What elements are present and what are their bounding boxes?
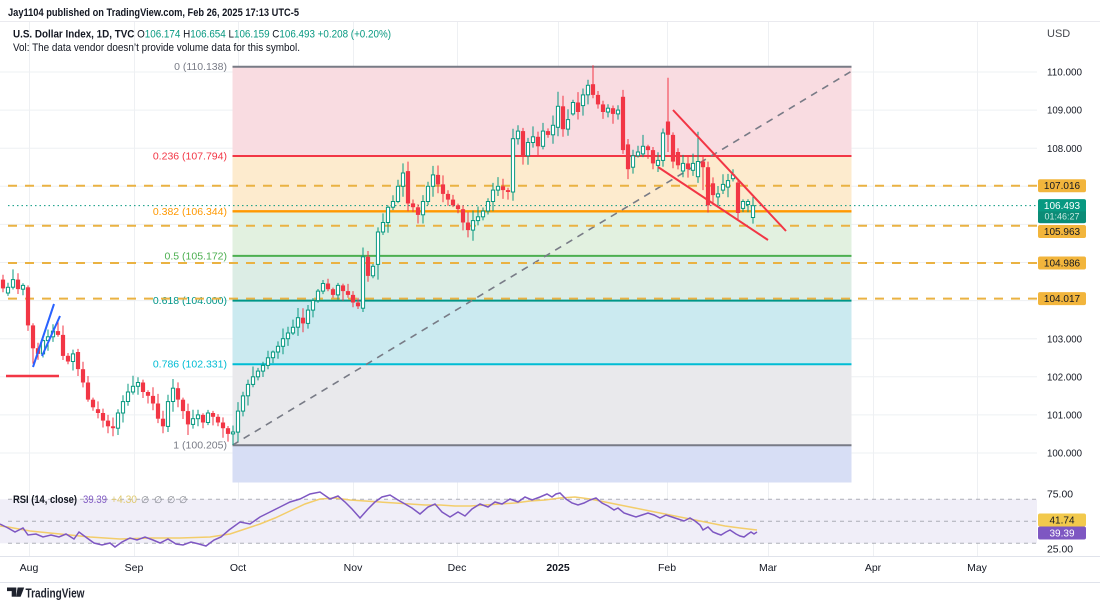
svg-text:∅: ∅ bbox=[179, 495, 187, 506]
svg-text:RSI (14, close): RSI (14, close) bbox=[13, 494, 77, 506]
svg-text:Oct: Oct bbox=[230, 562, 246, 574]
svg-text:108.000: 108.000 bbox=[1047, 143, 1082, 155]
svg-text:01:46:27: 01:46:27 bbox=[1044, 211, 1079, 221]
svg-text:TradingView: TradingView bbox=[26, 587, 85, 601]
svg-text:0 (110.138): 0 (110.138) bbox=[174, 61, 227, 73]
svg-text:109.000: 109.000 bbox=[1047, 105, 1082, 117]
svg-text:∅: ∅ bbox=[154, 495, 162, 506]
svg-text:Sep: Sep bbox=[125, 562, 144, 574]
svg-text:Aug: Aug bbox=[20, 562, 39, 574]
svg-text:100.000: 100.000 bbox=[1047, 448, 1082, 460]
svg-text:105.963: 105.963 bbox=[1044, 227, 1081, 238]
svg-text:Nov: Nov bbox=[344, 562, 363, 574]
svg-text:1 (100.205): 1 (100.205) bbox=[173, 440, 227, 452]
svg-text:Vol: The data vendor doesn’t p: Vol: The data vendor doesn’t provide vol… bbox=[13, 42, 300, 54]
svg-text:106.493: 106.493 bbox=[1044, 201, 1081, 212]
svg-text:Dec: Dec bbox=[448, 562, 467, 574]
svg-text:USD: USD bbox=[1047, 28, 1070, 40]
svg-text:102.000: 102.000 bbox=[1047, 371, 1082, 383]
svg-text:May: May bbox=[967, 562, 988, 574]
svg-text:0.618 (104.000): 0.618 (104.000) bbox=[153, 295, 227, 307]
svg-text:∅: ∅ bbox=[141, 495, 149, 506]
svg-text:41.74: 41.74 bbox=[1049, 516, 1074, 527]
svg-text:Feb: Feb bbox=[658, 562, 676, 574]
svg-text:104.017: 104.017 bbox=[1044, 294, 1081, 305]
svg-text:0.236 (107.794): 0.236 (107.794) bbox=[153, 151, 227, 163]
svg-text:110.000: 110.000 bbox=[1047, 67, 1082, 79]
svg-text:0.5 (105.172): 0.5 (105.172) bbox=[165, 250, 227, 262]
svg-text:39.39: 39.39 bbox=[1049, 529, 1074, 540]
svg-text:∅: ∅ bbox=[167, 495, 175, 506]
svg-text:+4.30: +4.30 bbox=[111, 494, 137, 506]
svg-text:75.00: 75.00 bbox=[1047, 488, 1073, 500]
svg-text:39.39: 39.39 bbox=[83, 494, 107, 506]
svg-text:104.986: 104.986 bbox=[1044, 259, 1081, 270]
svg-text:101.000: 101.000 bbox=[1047, 410, 1082, 422]
svg-text:2025: 2025 bbox=[546, 562, 570, 574]
svg-text:103.000: 103.000 bbox=[1047, 333, 1082, 345]
svg-text:Apr: Apr bbox=[865, 562, 882, 574]
svg-text:U.S. Dollar Index, 1D, TVC O10: U.S. Dollar Index, 1D, TVC O106.174 H106… bbox=[13, 29, 391, 41]
svg-text:107.016: 107.016 bbox=[1044, 181, 1081, 192]
svg-text:25.00: 25.00 bbox=[1047, 543, 1073, 555]
svg-text:Mar: Mar bbox=[759, 562, 778, 574]
svg-text:0.786 (102.331): 0.786 (102.331) bbox=[153, 359, 227, 371]
svg-text:0.382 (106.344): 0.382 (106.344) bbox=[153, 206, 227, 218]
svg-text:Jay1104 published on TradingVi: Jay1104 published on TradingView.com, Fe… bbox=[8, 7, 299, 19]
